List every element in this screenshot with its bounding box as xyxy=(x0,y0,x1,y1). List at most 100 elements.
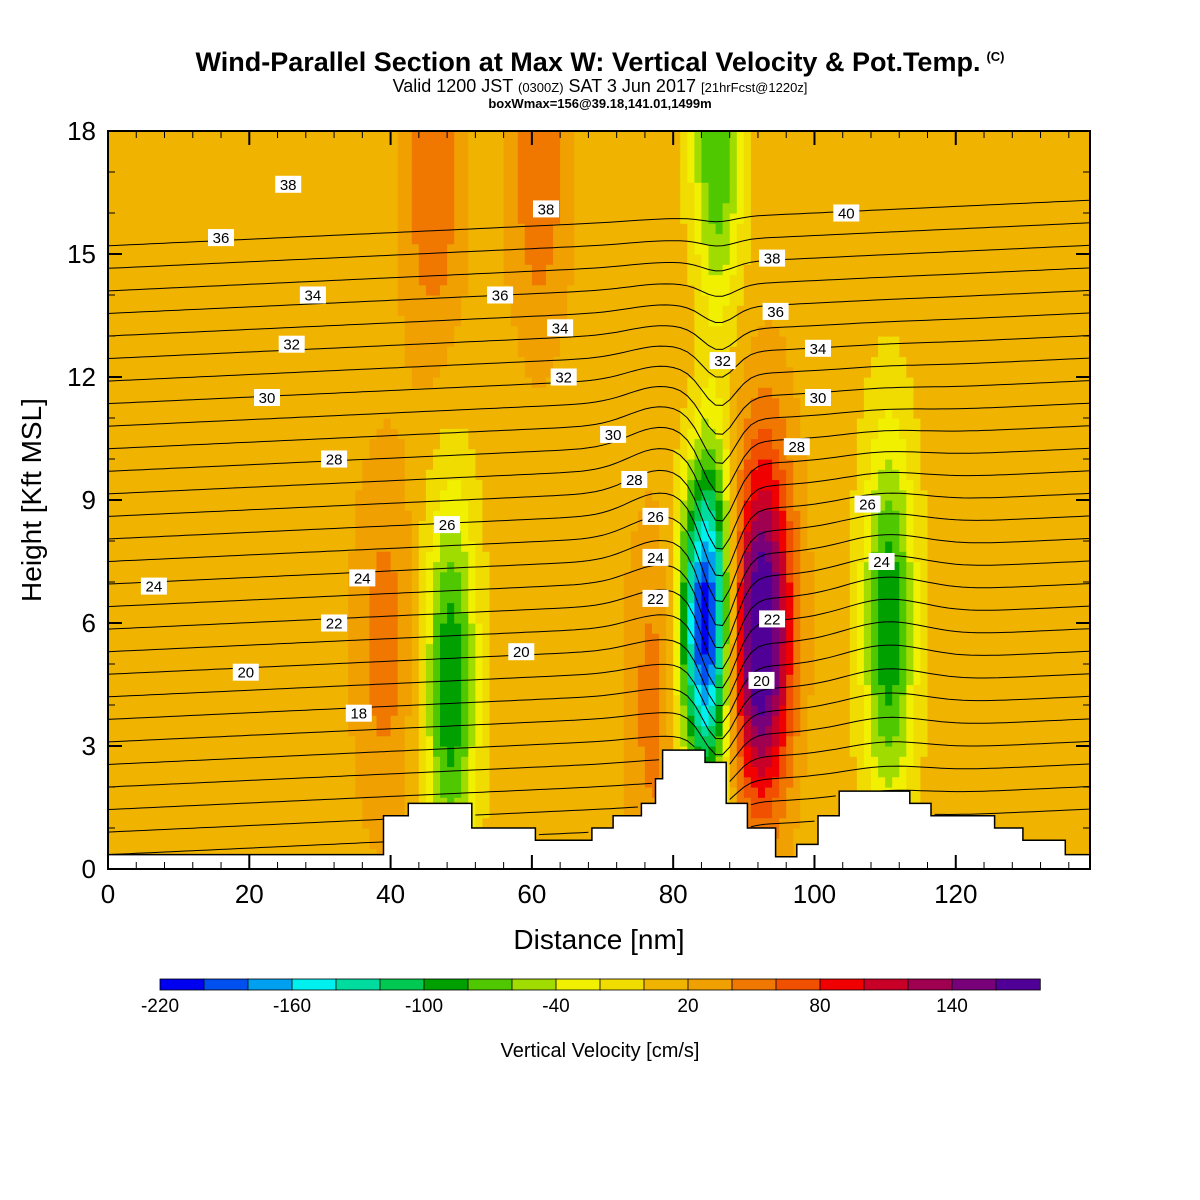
field-cell xyxy=(454,202,462,214)
field-cell xyxy=(319,418,328,429)
field-cell xyxy=(574,643,582,655)
field-cell xyxy=(129,592,137,604)
field-cell xyxy=(397,295,406,306)
field-cell xyxy=(574,510,582,522)
field-cell xyxy=(319,438,328,450)
field-cell xyxy=(567,807,575,819)
field-cell xyxy=(242,766,250,778)
field-cell xyxy=(341,664,349,675)
field-cell xyxy=(574,418,582,429)
field-cell xyxy=(581,664,589,675)
field-cell xyxy=(475,643,484,655)
field-cell xyxy=(242,530,250,542)
field-cell xyxy=(319,807,328,819)
field-cell xyxy=(312,233,321,245)
field-cell xyxy=(270,705,279,716)
field-cell xyxy=(284,295,293,306)
field-cell xyxy=(355,172,363,183)
field-cell xyxy=(108,643,116,655)
field-cell xyxy=(284,356,293,368)
field-cell xyxy=(475,438,484,450)
field-cell xyxy=(327,305,335,317)
field-cell xyxy=(284,838,293,850)
field-cell xyxy=(376,213,385,224)
field-cell xyxy=(411,387,420,399)
field-cell xyxy=(319,469,328,481)
field-cell xyxy=(284,623,293,634)
field-cell xyxy=(517,336,526,347)
field-cell xyxy=(305,387,314,399)
field-cell xyxy=(475,684,484,696)
field-cell xyxy=(178,551,187,563)
field-cell xyxy=(235,500,243,511)
field-cell xyxy=(206,274,215,286)
field-cell xyxy=(319,684,328,696)
field-cell xyxy=(263,838,272,850)
field-cell xyxy=(454,213,462,224)
field-cell xyxy=(496,192,505,204)
field-cell xyxy=(192,407,201,419)
field-cell xyxy=(312,561,321,573)
field-cell xyxy=(440,746,448,757)
field-cell xyxy=(496,510,505,522)
field-cell xyxy=(418,264,427,276)
field-cell xyxy=(319,551,328,563)
field-cell xyxy=(327,284,335,296)
field-cell xyxy=(270,828,279,839)
field-cell xyxy=(319,346,328,358)
field-cell xyxy=(538,807,547,819)
field-cell xyxy=(298,541,307,552)
field-cell xyxy=(461,469,469,481)
field-cell xyxy=(108,592,116,604)
field-cell xyxy=(567,643,575,655)
field-cell xyxy=(546,182,554,194)
field-cell xyxy=(510,541,519,552)
field-cell xyxy=(418,756,427,768)
field-cell xyxy=(524,787,533,798)
field-cell xyxy=(404,438,413,450)
field-cell xyxy=(199,510,208,522)
field-cell xyxy=(298,797,307,809)
field-cell xyxy=(235,776,243,788)
field-cell xyxy=(270,346,279,358)
field-cell xyxy=(482,705,491,716)
field-cell xyxy=(199,377,208,388)
field-cell xyxy=(157,315,166,327)
field-cell xyxy=(581,787,589,798)
field-cell xyxy=(319,336,328,347)
field-cell xyxy=(475,387,484,399)
field-cell xyxy=(496,274,505,286)
field-cell xyxy=(270,653,279,665)
field-cell xyxy=(475,397,484,409)
field-cell xyxy=(390,612,399,624)
field-cell xyxy=(157,213,166,224)
field-cell xyxy=(270,377,279,388)
field-cell xyxy=(334,817,342,829)
field-cell xyxy=(242,807,250,819)
field-cell xyxy=(510,500,519,511)
field-cell xyxy=(581,202,589,214)
field-cell xyxy=(581,284,589,296)
field-cell xyxy=(122,541,130,552)
field-cell xyxy=(341,571,349,583)
field-cell xyxy=(277,161,286,173)
field-cell xyxy=(510,346,519,358)
field-cell xyxy=(581,489,589,501)
field-cell xyxy=(538,356,547,368)
field-cell xyxy=(214,797,222,809)
field-cell xyxy=(383,346,392,358)
field-cell xyxy=(178,356,187,368)
field-cell xyxy=(440,202,448,214)
field-cell xyxy=(214,592,222,604)
field-cell xyxy=(206,336,215,347)
field-cell xyxy=(214,746,222,757)
field-cell xyxy=(489,213,498,224)
field-cell xyxy=(164,131,173,142)
field-cell xyxy=(136,684,144,696)
field-cell xyxy=(277,448,286,460)
field-cell xyxy=(235,623,243,634)
field-cell xyxy=(475,469,484,481)
field-cell xyxy=(454,428,462,440)
field-cell xyxy=(383,705,392,716)
field-cell xyxy=(553,336,561,347)
